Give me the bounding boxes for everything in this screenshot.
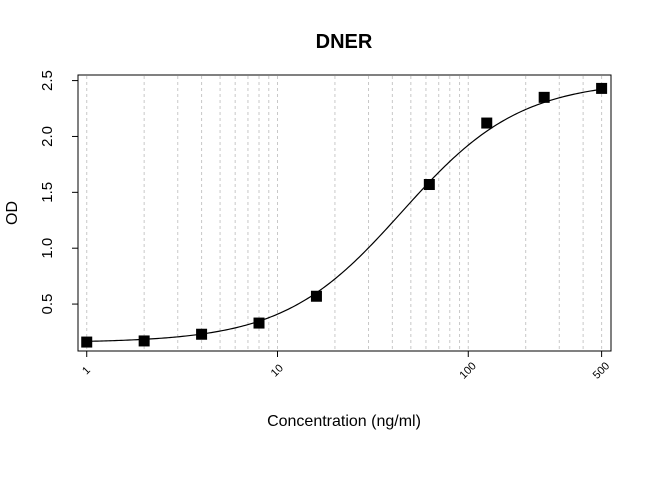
y-tick-label: 2.0 [39, 126, 56, 147]
y-axis: 0.5 1.0 1.5 2.0 2.5 [39, 70, 78, 314]
data-points [81, 82, 608, 348]
y-axis-label: OD [4, 201, 21, 225]
data-point [538, 91, 550, 103]
x-tick-label: 500 [591, 360, 612, 381]
data-point [138, 335, 150, 347]
data-point [196, 328, 208, 340]
data-point [596, 82, 608, 94]
x-tick-label: 100 [457, 360, 478, 381]
x-axis: 1 10 100 500 [80, 351, 612, 382]
data-point [253, 317, 265, 329]
data-point [81, 336, 93, 348]
fit-curve [86, 88, 602, 342]
chart-title: DNER [316, 31, 373, 53]
plot-frame [77, 74, 612, 352]
x-axis-label: Concentration (ng/ml) [267, 413, 421, 430]
x-tick-label: 10 [269, 362, 286, 379]
y-tick-label: 2.5 [39, 70, 56, 91]
y-tick-label: 1.0 [39, 238, 56, 259]
data-point [423, 179, 435, 191]
y-tick-label: 0.5 [39, 294, 56, 315]
grid-lines [86, 76, 603, 350]
data-point [481, 117, 493, 129]
data-point [310, 290, 322, 302]
x-tick-label: 1 [80, 364, 93, 377]
y-tick-label: 1.5 [39, 182, 56, 203]
